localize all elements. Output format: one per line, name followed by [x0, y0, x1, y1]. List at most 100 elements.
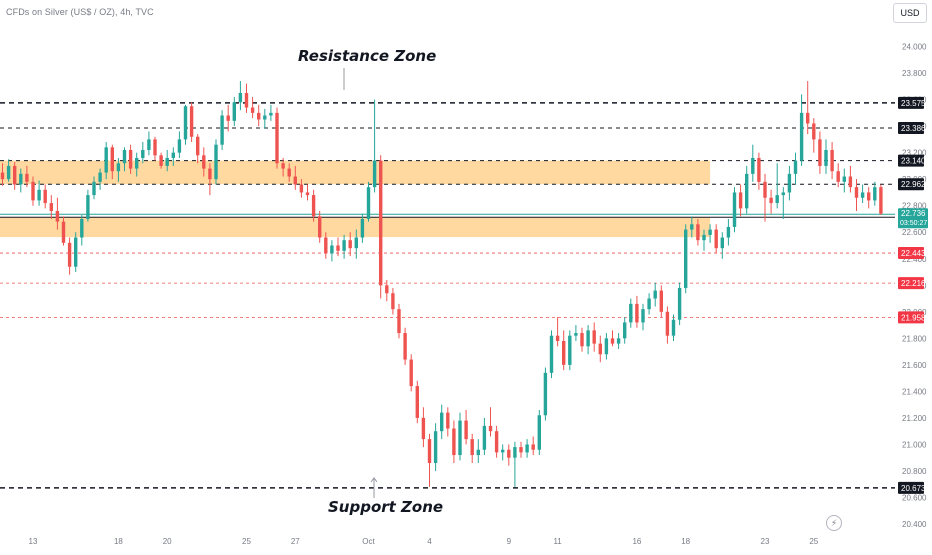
level-label: 22.962 [901, 180, 926, 189]
candle-body [19, 173, 23, 185]
candle [110, 144, 114, 180]
candle-body [824, 150, 828, 166]
candle [208, 163, 212, 196]
price-tick-label: 20.400 [902, 520, 927, 529]
candle-body [568, 335, 572, 365]
candle [116, 157, 121, 182]
time-tick-label: 13 [29, 537, 38, 546]
candle [348, 232, 352, 257]
candle-body [104, 147, 108, 173]
candle-body [653, 290, 657, 299]
candle-body [806, 112, 810, 124]
candle [31, 176, 35, 206]
currency-button[interactable]: USD [893, 3, 927, 23]
candle-body [385, 285, 389, 294]
candle-body [61, 221, 66, 243]
candle [476, 439, 480, 464]
candle-body [244, 92, 249, 108]
candle-body [720, 237, 724, 249]
candle [299, 179, 304, 198]
level-label-bg [898, 311, 924, 324]
candle-body [879, 187, 883, 214]
candle-body [580, 333, 584, 347]
candle [501, 444, 505, 461]
candle [830, 142, 834, 180]
price-tick-label: 22.600 [902, 228, 927, 237]
candle [61, 216, 66, 246]
candle-body [494, 431, 499, 453]
candle [336, 237, 340, 257]
candle [409, 354, 413, 392]
candle-body [293, 176, 297, 185]
candle [555, 317, 560, 347]
candle-body [159, 155, 163, 166]
candle-body [98, 172, 102, 182]
candle-body [196, 136, 200, 156]
price-tick-label: 23.800 [902, 69, 927, 78]
candles-layer [0, 81, 883, 487]
candle-body [336, 245, 340, 251]
candle-body [13, 165, 17, 185]
symbol-title: CFDs on Silver (US$ / OZ), 4h, TVC [6, 7, 154, 17]
candle [690, 216, 694, 238]
candle [494, 425, 499, 458]
level-label: 23.140 [901, 157, 926, 166]
candle [37, 180, 41, 206]
price-tick-label: 23.200 [902, 149, 927, 158]
level-label-bg [898, 277, 924, 290]
candle [659, 285, 663, 318]
candle [433, 423, 438, 471]
candle-body [189, 106, 194, 137]
candle [135, 152, 139, 177]
candle-body [586, 330, 590, 347]
candle [671, 314, 676, 341]
candle-body [684, 229, 688, 288]
candle-body [513, 447, 517, 458]
candle-body [769, 197, 773, 204]
candle-body [598, 343, 602, 355]
candle [177, 131, 182, 158]
candle-body [610, 338, 615, 344]
price-tick-label: 21.000 [902, 440, 927, 449]
level-label: 21.958 [901, 313, 926, 322]
candle [720, 232, 724, 259]
candle [568, 330, 572, 371]
candle-body [830, 150, 834, 172]
candle [232, 96, 236, 127]
candle-body [488, 425, 493, 432]
time-tick-label: 16 [632, 537, 641, 546]
candle [153, 136, 157, 161]
candle [738, 184, 743, 217]
time-tick-label: 4 [427, 537, 432, 546]
candle [25, 165, 29, 188]
candle-body [757, 157, 761, 182]
candle [281, 157, 285, 177]
support-arrow-head [370, 477, 378, 483]
candle [458, 412, 462, 461]
candle [793, 152, 798, 185]
time-tick-label: 25 [242, 537, 251, 546]
candle [708, 224, 712, 243]
candle [562, 330, 566, 371]
candle-body [208, 168, 212, 180]
candle [824, 139, 828, 174]
current-price-bg [898, 208, 928, 229]
lightning-icon[interactable]: ⚡ [826, 515, 842, 531]
candle [757, 152, 761, 190]
candle-body [562, 340, 566, 365]
candle-body [708, 229, 712, 235]
candle [641, 303, 645, 331]
candle-body [0, 172, 5, 180]
candle-body [671, 319, 676, 336]
price-tick-label: 21.400 [902, 387, 927, 396]
candle [623, 317, 627, 344]
candle-body [342, 240, 346, 251]
candle [812, 118, 816, 153]
candle [836, 163, 840, 188]
time-tick-label: Oct [362, 537, 375, 546]
candle [379, 155, 383, 299]
price-tick-label: 20.800 [902, 467, 927, 476]
candle [860, 184, 865, 204]
